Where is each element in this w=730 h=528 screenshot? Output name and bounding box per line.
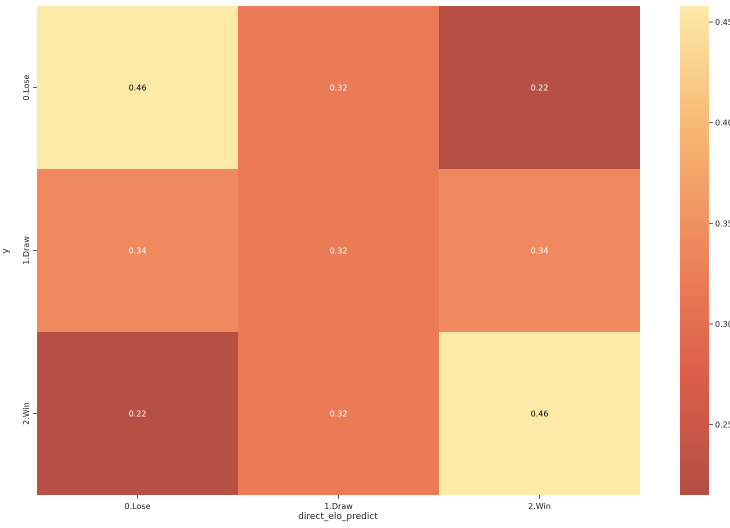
heatmap-cell <box>37 6 238 169</box>
colorbar-ticks: 0.25 0.30 0.35 0.40 0.45 <box>709 18 730 430</box>
y-tick-label: 0.Lose <box>22 74 31 100</box>
cell-value-label: 0.32 <box>330 84 348 93</box>
x-axis: 0.Lose 1.Draw 2.Win <box>125 495 551 511</box>
heatmap-cell <box>439 6 640 169</box>
cell-value-label: 0.34 <box>531 247 549 256</box>
x-tick-label: 0.Lose <box>125 502 151 511</box>
x-tick-label: 2.Win <box>528 502 551 511</box>
colorbar: 0.25 0.30 0.35 0.40 0.45 <box>680 6 730 495</box>
heatmap-cell <box>439 169 640 332</box>
cell-value-labels: 0.46 0.32 0.22 0.34 0.32 0.34 0.22 0.32 0.46 <box>129 84 549 419</box>
cell-value-label: 0.34 <box>129 247 147 256</box>
cell-value-label: 0.46 <box>129 84 147 93</box>
cell-value-label: 0.32 <box>330 247 348 256</box>
heatmap-cell <box>37 332 238 495</box>
y-tick-label: 1.Draw <box>22 236 31 265</box>
y-axis-label: y <box>1 248 11 254</box>
x-tick-label: 1.Draw <box>324 502 353 511</box>
y-axis: 0.Lose 1.Draw 2.Win <box>22 74 37 425</box>
colorbar-tick-label: 0.35 <box>715 219 730 228</box>
colorbar-tick-label: 0.30 <box>715 320 730 329</box>
heatmap-cell <box>37 169 238 332</box>
y-tick-label: 2.Win <box>22 402 31 425</box>
cell-value-label: 0.22 <box>129 410 147 419</box>
heatmap-cell <box>238 169 439 332</box>
colorbar-tick-label: 0.40 <box>715 119 730 128</box>
heatmap-cell <box>439 332 640 495</box>
heatmap-cells <box>37 6 640 495</box>
heatmap-cell <box>238 332 439 495</box>
cell-value-label: 0.32 <box>330 410 348 419</box>
colorbar-tick-label: 0.25 <box>715 421 730 430</box>
colorbar-gradient <box>680 6 709 495</box>
x-axis-label: direct_elo_predict <box>298 512 378 522</box>
colorbar-tick-label: 0.45 <box>715 18 730 27</box>
cell-value-label: 0.22 <box>531 84 549 93</box>
heatmap-cell <box>238 6 439 169</box>
cell-value-label: 0.46 <box>531 410 549 419</box>
